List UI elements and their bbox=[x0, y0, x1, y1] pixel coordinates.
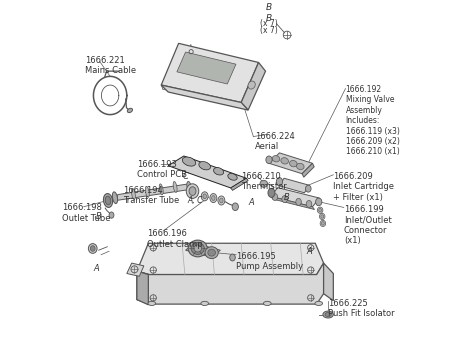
Text: 1666.210
Thermistor: 1666.210 Thermistor bbox=[241, 172, 287, 191]
Ellipse shape bbox=[321, 222, 324, 225]
Ellipse shape bbox=[188, 240, 207, 257]
Ellipse shape bbox=[218, 196, 225, 205]
Ellipse shape bbox=[199, 162, 211, 170]
Ellipse shape bbox=[276, 177, 283, 186]
Ellipse shape bbox=[210, 194, 217, 203]
Ellipse shape bbox=[132, 188, 135, 199]
Ellipse shape bbox=[319, 209, 321, 212]
Polygon shape bbox=[269, 153, 312, 174]
Text: 1666.225
Push Fit Isolator: 1666.225 Push Fit Isolator bbox=[328, 299, 395, 318]
Text: 1666.194
Transfer Tube: 1666.194 Transfer Tube bbox=[123, 186, 179, 205]
Ellipse shape bbox=[272, 194, 278, 201]
Ellipse shape bbox=[323, 311, 333, 318]
Polygon shape bbox=[127, 263, 144, 276]
Text: B: B bbox=[96, 212, 101, 221]
Polygon shape bbox=[161, 85, 248, 110]
Ellipse shape bbox=[105, 196, 111, 205]
Ellipse shape bbox=[268, 188, 275, 197]
Text: B: B bbox=[284, 193, 289, 202]
Ellipse shape bbox=[186, 184, 199, 198]
Ellipse shape bbox=[320, 220, 325, 226]
Ellipse shape bbox=[219, 198, 223, 203]
Ellipse shape bbox=[213, 168, 224, 175]
Polygon shape bbox=[168, 156, 246, 188]
Ellipse shape bbox=[146, 186, 149, 197]
Text: 1666.196
Outlet Clamp: 1666.196 Outlet Clamp bbox=[147, 229, 203, 249]
Ellipse shape bbox=[306, 185, 311, 192]
Ellipse shape bbox=[189, 187, 196, 195]
Ellipse shape bbox=[113, 192, 118, 204]
Polygon shape bbox=[116, 184, 189, 201]
Ellipse shape bbox=[266, 156, 272, 164]
Ellipse shape bbox=[281, 158, 288, 164]
Ellipse shape bbox=[321, 215, 324, 218]
Ellipse shape bbox=[230, 254, 235, 261]
Ellipse shape bbox=[306, 201, 312, 208]
Ellipse shape bbox=[208, 249, 215, 256]
Text: A: A bbox=[306, 247, 312, 256]
Text: B: B bbox=[266, 3, 272, 12]
Ellipse shape bbox=[203, 194, 206, 199]
Ellipse shape bbox=[194, 245, 201, 252]
Ellipse shape bbox=[173, 181, 177, 193]
Polygon shape bbox=[271, 196, 314, 210]
Text: (x 7): (x 7) bbox=[260, 19, 278, 28]
Text: 1666.195
Pump Assembly: 1666.195 Pump Assembly bbox=[236, 252, 303, 271]
Polygon shape bbox=[137, 243, 324, 274]
Polygon shape bbox=[161, 43, 259, 103]
Polygon shape bbox=[137, 271, 148, 305]
Ellipse shape bbox=[317, 207, 323, 214]
Ellipse shape bbox=[127, 108, 133, 113]
Ellipse shape bbox=[212, 196, 215, 201]
Ellipse shape bbox=[201, 301, 208, 306]
Text: (x 7): (x 7) bbox=[260, 26, 278, 35]
Ellipse shape bbox=[228, 174, 237, 180]
Text: 1666.224
Aerial: 1666.224 Aerial bbox=[255, 132, 295, 152]
Text: C: C bbox=[183, 172, 188, 181]
Ellipse shape bbox=[159, 184, 163, 195]
Text: 1666.192
Mixing Valve
Assembly
Includes:
1666.119 (x3)
1666.209 (x2)
1666.210 (x: 1666.192 Mixing Valve Assembly Includes:… bbox=[345, 85, 399, 156]
Ellipse shape bbox=[182, 157, 196, 166]
Text: 1666.198
Outlet Tube: 1666.198 Outlet Tube bbox=[62, 203, 111, 223]
Ellipse shape bbox=[296, 198, 301, 205]
Polygon shape bbox=[137, 263, 324, 304]
Polygon shape bbox=[177, 52, 236, 84]
Ellipse shape bbox=[325, 313, 331, 317]
Ellipse shape bbox=[148, 301, 156, 306]
Polygon shape bbox=[186, 243, 220, 257]
Ellipse shape bbox=[315, 301, 323, 306]
Polygon shape bbox=[231, 178, 248, 190]
Text: 1666.199
Inlet/Outlet
Connector
(x1): 1666.199 Inlet/Outlet Connector (x1) bbox=[344, 205, 392, 245]
Ellipse shape bbox=[232, 203, 239, 211]
Polygon shape bbox=[279, 178, 309, 193]
Ellipse shape bbox=[297, 163, 304, 170]
Text: A: A bbox=[249, 198, 254, 207]
Polygon shape bbox=[271, 188, 319, 207]
Text: 1666.209
Inlet Cartridge
+ Filter (x1): 1666.209 Inlet Cartridge + Filter (x1) bbox=[333, 172, 394, 202]
Ellipse shape bbox=[260, 180, 268, 187]
Ellipse shape bbox=[191, 243, 204, 254]
Ellipse shape bbox=[319, 214, 325, 219]
Polygon shape bbox=[324, 263, 333, 301]
Ellipse shape bbox=[248, 81, 255, 89]
Ellipse shape bbox=[187, 181, 191, 192]
Ellipse shape bbox=[264, 301, 271, 306]
Polygon shape bbox=[302, 163, 314, 177]
Text: B: B bbox=[266, 14, 272, 23]
Ellipse shape bbox=[201, 192, 208, 201]
Text: A: A bbox=[93, 264, 99, 273]
Text: A, C: A, C bbox=[187, 196, 203, 205]
Polygon shape bbox=[241, 62, 266, 110]
Text: 1666.193
Control PCB: 1666.193 Control PCB bbox=[137, 160, 187, 179]
Text: 1666.221
Mains Cable: 1666.221 Mains Cable bbox=[85, 56, 136, 75]
Ellipse shape bbox=[205, 247, 218, 259]
Ellipse shape bbox=[109, 212, 114, 218]
Ellipse shape bbox=[90, 246, 95, 251]
Ellipse shape bbox=[88, 244, 97, 253]
Ellipse shape bbox=[103, 194, 113, 208]
Ellipse shape bbox=[290, 160, 297, 167]
Ellipse shape bbox=[316, 198, 322, 206]
Ellipse shape bbox=[272, 156, 280, 162]
Ellipse shape bbox=[282, 196, 287, 203]
